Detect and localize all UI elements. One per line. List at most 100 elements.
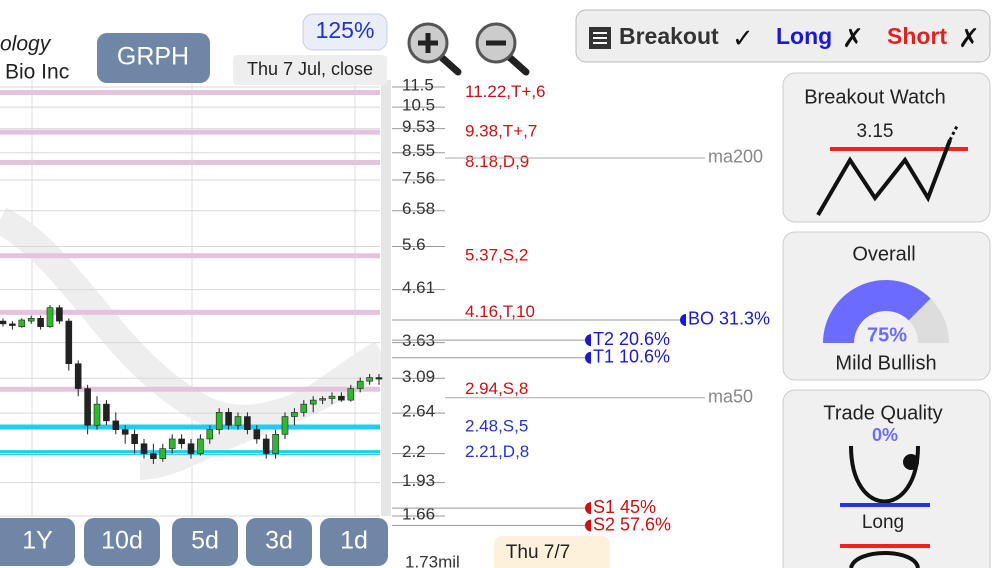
candle-body <box>253 429 261 440</box>
candle-body <box>281 416 289 435</box>
filter-short[interactable]: Short <box>887 23 947 49</box>
level-label: 2.21,D,8 <box>465 442 529 461</box>
candle-body <box>150 453 157 459</box>
candle-body <box>347 388 355 401</box>
zoom-in[interactable] <box>407 22 462 76</box>
target-label: T1 10.6% <box>593 346 670 366</box>
zoom-level[interactable]: 125% <box>316 17 375 43</box>
candle-body <box>206 429 214 440</box>
candle-body <box>9 323 16 326</box>
target-label: T2 20.6% <box>593 329 670 349</box>
ticker[interactable]: GRPH <box>117 43 189 71</box>
level-label: 4.16,T,10 <box>465 302 535 321</box>
candle-body <box>300 403 308 413</box>
panel[interactable] <box>782 389 991 568</box>
candle-body <box>65 320 73 365</box>
candle-body <box>225 412 232 426</box>
quality-sketch <box>849 445 920 504</box>
y-tick-label: 7.56 <box>402 168 435 187</box>
level-label: 5.37,S,2 <box>465 245 528 264</box>
filter-long-mark[interactable]: ✗ <box>842 23 864 53</box>
timeframe-label[interactable]: 5d <box>191 527 219 555</box>
candle-body <box>46 307 54 327</box>
filter-breakout[interactable]: Breakout <box>619 23 719 49</box>
filter-short-mark[interactable]: ✗ <box>958 23 980 53</box>
gauge <box>823 280 949 343</box>
filter-icon <box>589 27 611 49</box>
level-label: 11.22,T+,6 <box>465 82 546 101</box>
candle-body <box>27 318 35 322</box>
timeframe-label[interactable]: 3d <box>265 527 293 555</box>
ma-label: ma200 <box>708 147 763 167</box>
timeframe-label[interactable]: 1d <box>340 527 368 555</box>
y-tick-label: 4.61 <box>402 278 435 297</box>
candle-body <box>328 395 336 399</box>
y-tick-label: 1.66 <box>402 504 435 523</box>
candle-body <box>187 443 195 454</box>
breakout-price: 3.15 <box>857 121 894 142</box>
y-tick-label: 6.58 <box>402 199 435 218</box>
candle-body <box>140 443 148 454</box>
ticker-button[interactable] <box>97 33 210 83</box>
breakout-sketch <box>816 139 952 217</box>
cursor-date-box <box>494 536 610 568</box>
gauge-label: 75% <box>867 324 907 346</box>
volume-label: 1.73mil <box>405 552 460 568</box>
y-tick-label: 11.5 <box>402 75 434 94</box>
price-axis: 11.510.59.538.557.566.585.64.613.633.092… <box>0 75 445 523</box>
filter-bar <box>575 9 991 63</box>
candle-body <box>103 403 110 422</box>
level-label: 2.94,S,8 <box>465 379 528 398</box>
candle-body <box>84 388 91 426</box>
date-box <box>233 55 387 85</box>
timeframe-button[interactable] <box>246 518 312 566</box>
candle-body <box>56 307 63 322</box>
zoom-out[interactable] <box>475 22 530 76</box>
level-label: 2.48,S,5 <box>465 417 528 436</box>
candle-body <box>272 433 279 454</box>
company-name: Bio Inc <box>5 61 69 84</box>
candle-body <box>319 398 326 401</box>
quality-dot <box>903 454 919 470</box>
candles <box>0 305 383 464</box>
scroll-strip <box>381 80 391 516</box>
candle-body <box>197 438 204 454</box>
timeframe-label[interactable]: 10d <box>101 527 143 555</box>
candle-body <box>234 416 242 426</box>
quality-direction: Long <box>862 512 904 533</box>
candle-body <box>309 399 317 405</box>
candle-body <box>37 318 44 327</box>
panel-title: Trade Quality <box>823 402 942 424</box>
timeframe-label[interactable]: 1Y <box>22 527 53 555</box>
candle-body <box>178 438 185 445</box>
candle-body <box>356 380 364 389</box>
y-tick-label: 9.53 <box>402 117 435 136</box>
timeframe-button[interactable] <box>320 518 388 566</box>
target-label: BO 31.3% <box>688 309 770 329</box>
panel-title: Breakout Watch <box>804 86 946 108</box>
candle-body <box>215 412 223 431</box>
y-tick-label: 8.55 <box>402 141 435 160</box>
target-marker <box>585 519 591 532</box>
y-tick-label: 2.2 <box>402 442 426 461</box>
zoom-box[interactable] <box>302 13 388 51</box>
candle-body <box>168 438 176 449</box>
gauge-track <box>908 298 949 343</box>
candle-body <box>0 320 7 325</box>
candle-body <box>18 319 26 327</box>
candle-body <box>74 363 82 389</box>
timeframe-button[interactable] <box>84 518 160 566</box>
y-tick-label: 1.93 <box>402 471 435 490</box>
y-tick-label: 2.64 <box>402 402 435 421</box>
panel-title: Overall <box>852 243 915 265</box>
candle-body <box>375 377 383 380</box>
sentiment: Mild Bullish <box>835 352 936 374</box>
y-tick-label: 10.5 <box>402 96 435 115</box>
candle-body <box>291 412 298 417</box>
timeframe-button[interactable] <box>0 518 75 566</box>
filter-breakout-mark[interactable]: ✓ <box>732 23 754 53</box>
date: Thu 7 Jul, close <box>247 59 373 79</box>
timeframe-button[interactable] <box>172 518 238 566</box>
filter-long[interactable]: Long <box>776 23 832 49</box>
